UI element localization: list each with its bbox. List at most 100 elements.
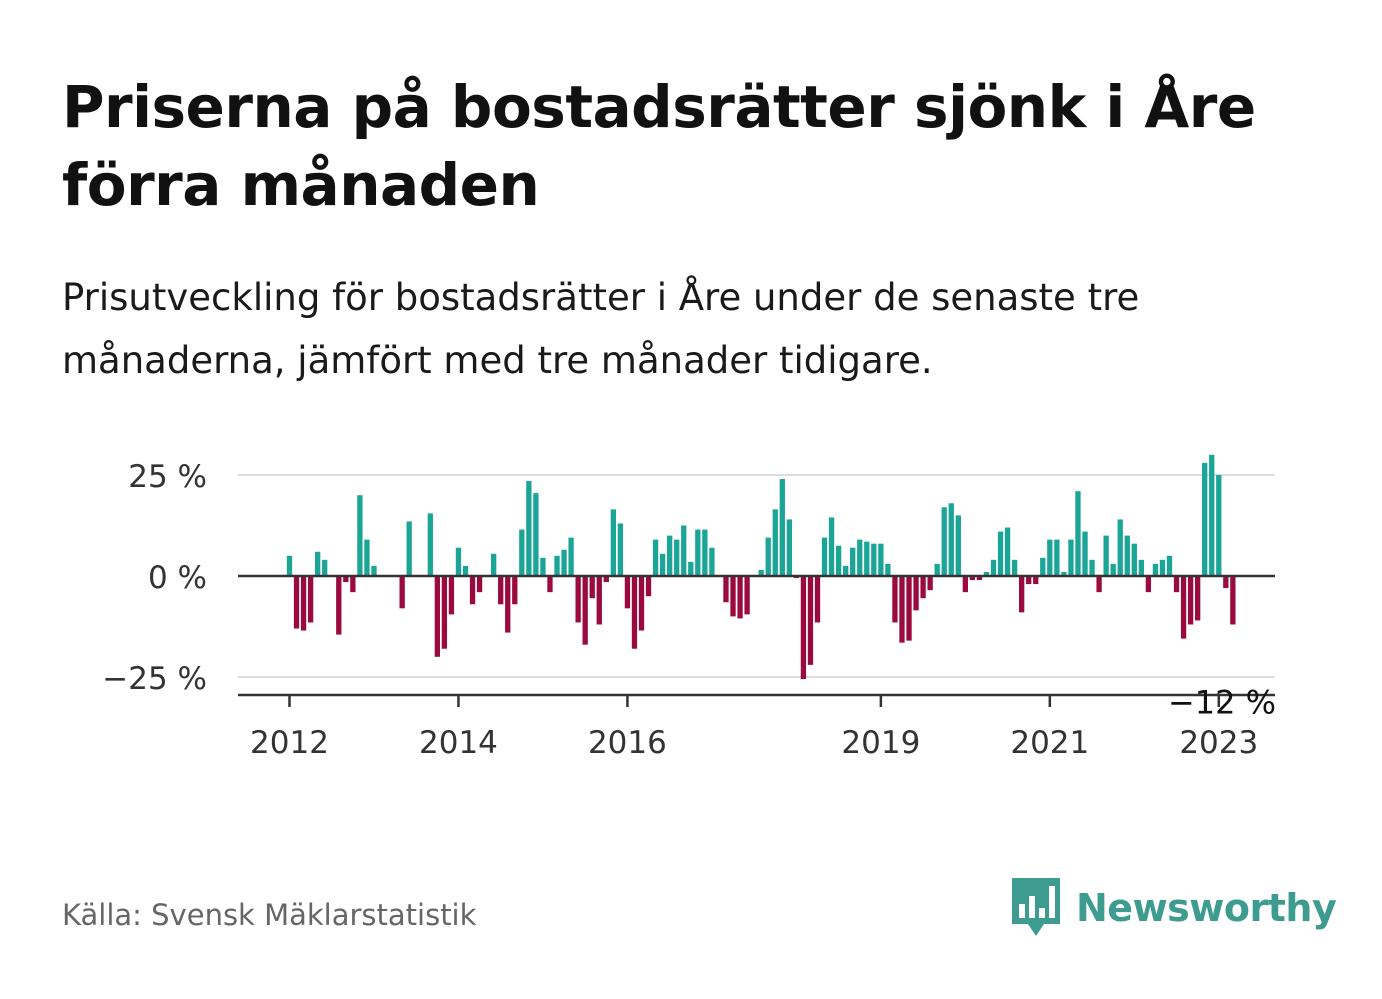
bar	[1011, 559, 1018, 576]
bar	[969, 576, 976, 581]
bar-chart-speech-bubble-icon	[1012, 878, 1060, 936]
bar	[955, 515, 961, 576]
bar	[1033, 576, 1039, 585]
bar	[990, 559, 997, 576]
bar	[814, 576, 821, 623]
bar	[997, 531, 1004, 576]
bar	[730, 576, 736, 617]
bar	[1209, 454, 1215, 576]
bar	[512, 576, 518, 605]
bar	[322, 559, 328, 576]
bar	[1117, 519, 1123, 576]
last-value-label: −12 %	[1168, 683, 1276, 721]
bar	[1138, 559, 1144, 576]
bar	[596, 576, 602, 625]
bar	[519, 529, 525, 576]
bar	[533, 493, 539, 576]
chart-title: Priserna på bostadsrätter sjönk i Åre fö…	[62, 73, 1256, 219]
bar	[920, 576, 926, 599]
bar	[455, 547, 462, 576]
bar	[350, 576, 356, 593]
bar	[476, 576, 483, 593]
bar	[645, 576, 652, 597]
bar	[540, 557, 546, 576]
bar	[561, 549, 567, 576]
bar	[610, 509, 616, 576]
bar	[399, 576, 405, 609]
bar	[892, 576, 898, 623]
bar	[1004, 527, 1011, 576]
bar	[828, 517, 835, 576]
bar	[702, 529, 708, 576]
bar	[779, 479, 785, 576]
bar	[1089, 559, 1095, 576]
bar	[948, 503, 954, 576]
bar	[1061, 571, 1067, 576]
bar	[864, 541, 870, 576]
bar	[448, 576, 455, 615]
bar	[498, 576, 504, 605]
y-tick-label: 25 %	[128, 459, 207, 495]
bar	[547, 576, 553, 593]
source-note: Källa: Svensk Mäklarstatistik	[62, 898, 477, 932]
bar	[758, 569, 764, 576]
bar	[962, 576, 968, 593]
bar	[709, 547, 715, 576]
bar	[688, 561, 694, 576]
bar	[659, 553, 666, 576]
bar	[1159, 559, 1166, 576]
bar	[786, 519, 792, 576]
bar	[681, 525, 687, 576]
bar	[336, 576, 342, 635]
bar	[1145, 576, 1152, 593]
bar	[427, 513, 433, 576]
bar	[406, 521, 412, 576]
bar	[491, 553, 497, 576]
bar	[631, 576, 638, 649]
bar	[850, 547, 856, 576]
bar	[568, 537, 574, 576]
bar	[1131, 543, 1137, 576]
bar	[582, 576, 588, 645]
bar	[667, 535, 673, 576]
x-tick-label: 2016	[588, 725, 667, 761]
bar	[983, 571, 990, 576]
bar	[1187, 576, 1194, 625]
bar	[1124, 535, 1130, 576]
x-tick-label: 2023	[1179, 725, 1258, 761]
bar	[857, 539, 863, 576]
bar	[878, 543, 884, 576]
bar	[934, 563, 940, 576]
brand-name: Newsworthy	[1076, 886, 1337, 930]
bar	[1026, 576, 1032, 585]
bar	[603, 576, 609, 583]
bar	[575, 576, 581, 623]
bar	[1173, 576, 1180, 593]
bar	[1019, 576, 1025, 613]
bar	[695, 529, 701, 576]
bar	[927, 576, 933, 591]
bar	[1180, 576, 1187, 639]
bar	[286, 555, 293, 576]
bar	[835, 545, 842, 576]
bar	[526, 481, 532, 576]
bar	[293, 576, 300, 629]
x-tick-label: 2014	[419, 725, 498, 761]
bar	[1082, 531, 1088, 576]
bar	[906, 576, 912, 641]
bar	[307, 576, 314, 623]
bar	[589, 576, 595, 599]
bar	[1075, 491, 1081, 576]
bar	[737, 576, 743, 619]
bar	[462, 565, 469, 576]
bar	[1223, 576, 1229, 589]
bar	[723, 576, 729, 603]
bar	[913, 576, 919, 611]
bar	[652, 539, 659, 576]
bar	[1054, 539, 1060, 576]
bar	[554, 555, 560, 576]
bar	[1103, 535, 1109, 576]
x-tick-label: 2019	[841, 725, 920, 761]
bar	[807, 576, 814, 665]
bar	[899, 576, 905, 643]
